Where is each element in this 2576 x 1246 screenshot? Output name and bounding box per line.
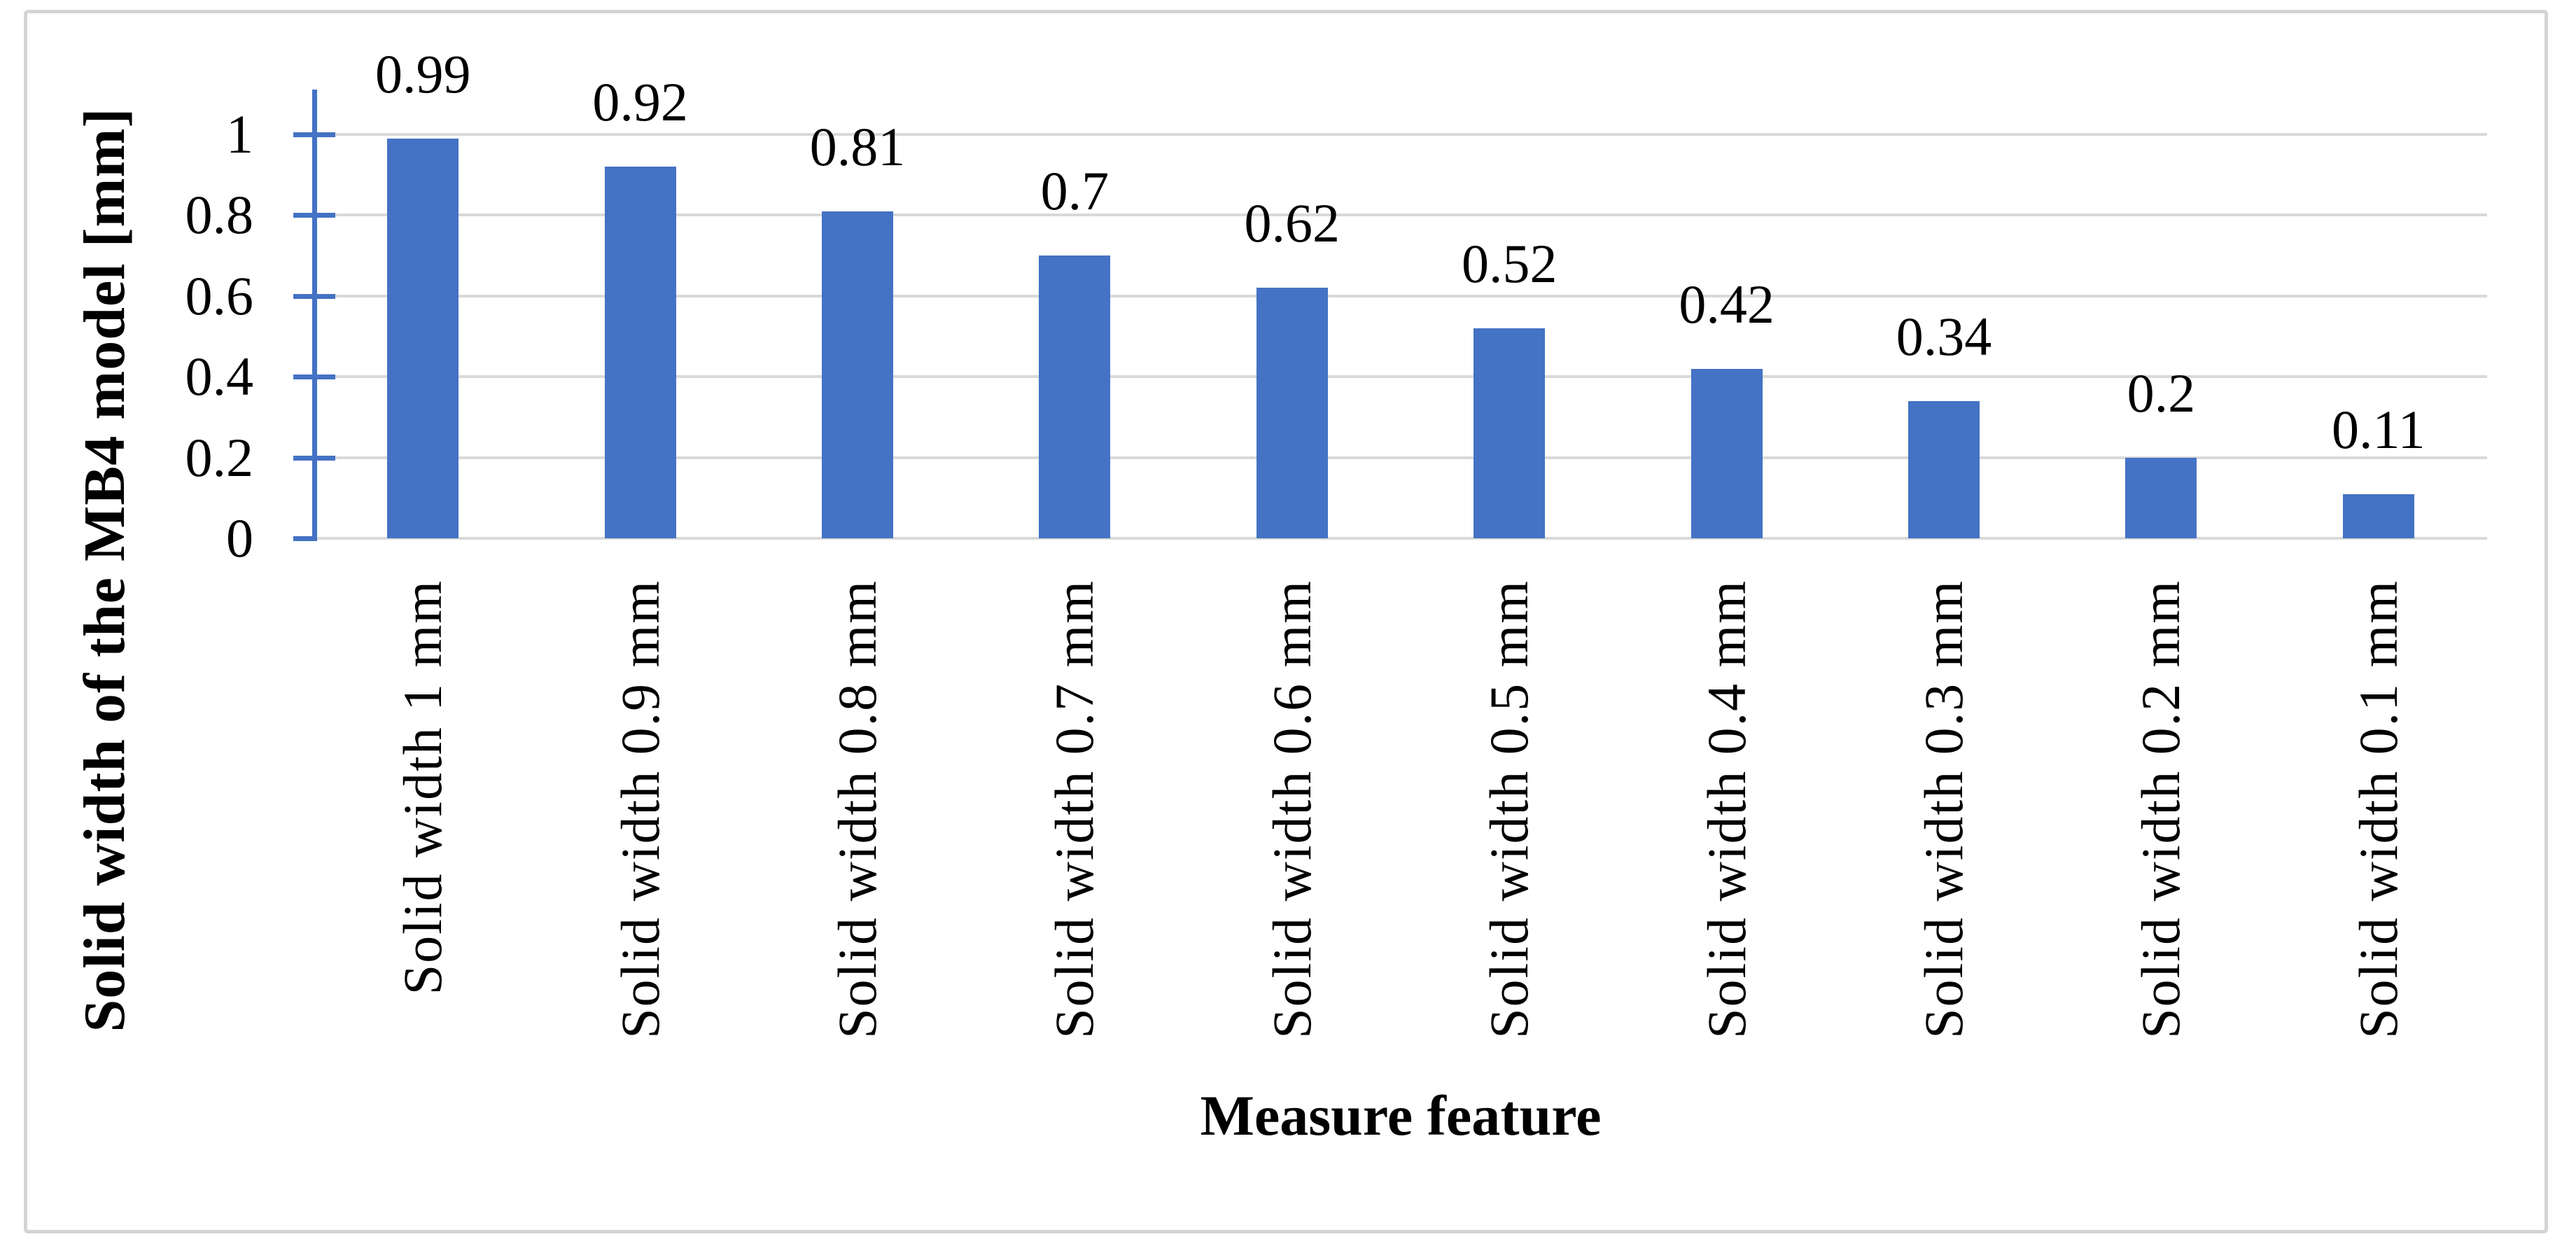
gridline xyxy=(314,214,2487,217)
y-tick-label: 1 xyxy=(226,104,253,164)
bar xyxy=(1474,328,1546,538)
category-label: Solid width 0.1 mm xyxy=(2347,580,2409,1039)
y-axis-title: Solid width of the MB4 model [mm] xyxy=(72,107,137,1032)
bar-value-label: 0.99 xyxy=(374,43,471,104)
category-label: Solid width 0.6 mm xyxy=(1261,580,1322,1039)
bar-value-label: 0.2 xyxy=(2127,362,2196,424)
bar xyxy=(2342,493,2414,538)
bar-value-label: 0.62 xyxy=(1244,192,1340,254)
bar-value-label: 0.42 xyxy=(1679,273,1774,335)
category-label: Solid width 0.2 mm xyxy=(2130,580,2192,1039)
y-tick-label: 0 xyxy=(226,507,253,568)
bar-value-label: 0.81 xyxy=(809,115,906,177)
bar xyxy=(1908,400,1980,538)
y-tick-label: 0.2 xyxy=(185,426,254,488)
gridline xyxy=(314,456,2487,459)
bar xyxy=(387,138,459,538)
category-label: Solid width 1 mm xyxy=(392,580,454,995)
y-axis-tick xyxy=(293,536,317,541)
gridline xyxy=(314,537,2487,540)
category-label: Solid width 0.4 mm xyxy=(1695,580,1757,1039)
category-label: Solid width 0.7 mm xyxy=(1044,580,1105,1039)
bar-value-label: 0.52 xyxy=(1461,232,1558,294)
bar xyxy=(2125,457,2197,538)
category-label: Solid width 0.8 mm xyxy=(827,580,888,1039)
bar-value-label: 0.7 xyxy=(1040,160,1110,222)
category-label: Solid width 0.3 mm xyxy=(1913,580,1974,1039)
y-tick-label: 0.6 xyxy=(185,265,254,326)
y-axis-line xyxy=(312,90,317,541)
bar xyxy=(604,167,676,538)
bar xyxy=(822,211,893,538)
y-tick-label: 0.8 xyxy=(185,184,254,246)
x-axis-title: Measure feature xyxy=(1200,1084,1602,1147)
bar-value-label: 0.34 xyxy=(1896,305,1992,367)
gridline xyxy=(314,133,2487,136)
bar xyxy=(1256,288,1328,538)
gridline xyxy=(314,294,2487,298)
gridline xyxy=(314,375,2487,379)
category-label: Solid width 0.9 mm xyxy=(609,580,671,1039)
bar xyxy=(1039,255,1111,538)
bar xyxy=(1690,368,1763,538)
y-tick-label: 0.4 xyxy=(185,346,254,407)
bar-value-label: 0.11 xyxy=(2331,398,2426,460)
bar-value-label: 0.92 xyxy=(592,71,688,133)
category-label: Solid width 0.5 mm xyxy=(1478,580,1540,1039)
